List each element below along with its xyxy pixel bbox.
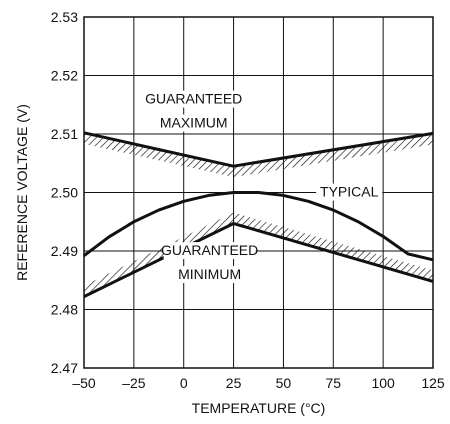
annotation-layer: GUARANTEED MAXIMUM TYPICAL GUARANTEED MINIMU… bbox=[145, 90, 383, 284]
series-annotation: GUARANTEED bbox=[161, 242, 258, 258]
x-tick-label: –25 bbox=[122, 375, 146, 391]
tolerance-hatch bbox=[84, 132, 433, 178]
series-line bbox=[83, 191, 434, 262]
x-tick-label: 125 bbox=[421, 375, 445, 391]
series-line bbox=[83, 131, 434, 168]
plot-frame bbox=[83, 16, 434, 369]
y-axis-label: REFERENCE VOLTAGE (V) bbox=[14, 104, 30, 281]
series-line bbox=[83, 222, 434, 298]
x-tick-label: 100 bbox=[371, 375, 395, 391]
y-tick-label: 2.47 bbox=[51, 360, 78, 376]
annotation-background bbox=[147, 90, 240, 108]
series-annotation: MAXIMUM bbox=[160, 115, 228, 131]
y-tick-label: 2.49 bbox=[51, 243, 78, 259]
x-tick-label: 75 bbox=[325, 375, 341, 391]
annotation-background bbox=[316, 183, 383, 201]
annotation-background bbox=[176, 266, 243, 284]
series-annotation: GUARANTEED bbox=[145, 91, 242, 107]
y-tick-label: 2.53 bbox=[51, 9, 78, 25]
y-tick-label: 2.48 bbox=[51, 302, 78, 318]
x-tick-label: 0 bbox=[180, 375, 188, 391]
x-tick-label: –50 bbox=[72, 375, 96, 391]
y-tick-label: 2.52 bbox=[51, 68, 78, 84]
series-annotation: MINIMUM bbox=[178, 266, 241, 282]
annotation-background bbox=[160, 114, 227, 132]
y-tick-label: 2.51 bbox=[51, 126, 78, 142]
y-tick-labels: 2.47 2.48 2.49 2.50 2.51 2.52 2.53 bbox=[51, 9, 78, 376]
x-tick-label: 25 bbox=[226, 375, 242, 391]
x-axis-label: TEMPERATURE (°C) bbox=[192, 400, 326, 416]
series-annotation: TYPICAL bbox=[320, 184, 379, 200]
y-tick-label: 2.50 bbox=[51, 185, 78, 201]
x-tick-labels: –50 –25 0 25 50 75 100 125 bbox=[72, 375, 445, 391]
x-tick-label: 50 bbox=[276, 375, 292, 391]
series-layer bbox=[83, 131, 434, 298]
annotation-background bbox=[163, 242, 256, 260]
tolerance-hatch bbox=[84, 212, 433, 297]
plot-area: GUARANTEED MAXIMUM TYPICAL GUARANTEED MINIMU… bbox=[83, 16, 434, 369]
